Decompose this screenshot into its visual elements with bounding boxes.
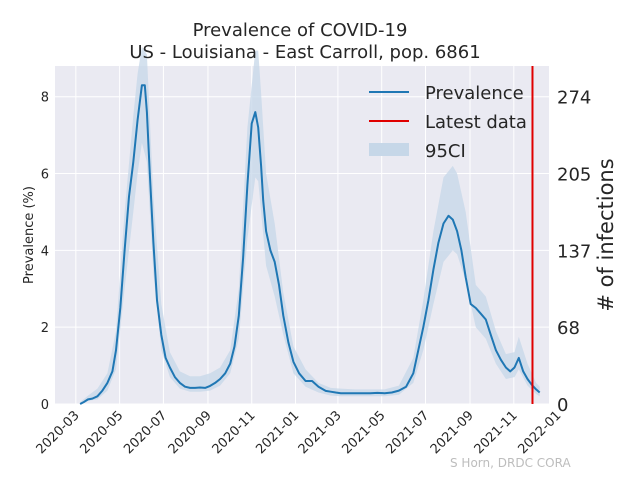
x-tick-label: 2021-01 [253, 408, 302, 457]
legend: Prevalence Latest data 95CI [369, 83, 527, 162]
x-tick-label: 2021-09 [428, 408, 477, 457]
y-tick-label: 2 [41, 321, 49, 336]
prevalence-line [79, 84, 541, 405]
legend-ci-label: 95CI [425, 141, 466, 162]
x-tick-label: 2021-05 [340, 408, 389, 457]
right-tick-label: 137 [557, 241, 591, 262]
right-axis-ticks: 0 68 137 205 274 [557, 88, 591, 416]
right-tick-label: 0 [557, 395, 568, 416]
x-tick-label: 2021-07 [383, 408, 432, 457]
x-tick-label: 2020-05 [77, 408, 126, 457]
y-tick-label: 6 [41, 168, 49, 183]
y-tick-label: 4 [41, 244, 49, 259]
legend-prevalence-label: Prevalence [425, 83, 524, 104]
right-axis-label: # of infections [594, 158, 618, 311]
x-tick-label: 2020-11 [210, 408, 259, 457]
legend-ci-swatch [369, 143, 409, 156]
chart-title: Prevalence of COVID-19 [193, 20, 408, 41]
x-axis-ticks: 2020-032020-052020-072020-092020-112021-… [34, 408, 565, 457]
gridlines [55, 66, 559, 405]
right-tick-label: 205 [557, 165, 591, 186]
legend-latest-label: Latest data [425, 112, 527, 133]
x-tick-label: 2021-03 [296, 408, 345, 457]
credit-text: S Horn, DRDC CORA [450, 456, 571, 470]
y-axis-ticks: 0 2 4 6 8 [41, 91, 49, 413]
x-tick-label: 2020-07 [121, 408, 170, 457]
x-tick-label: 2020-09 [166, 408, 215, 457]
y-axis-label: Prevalence (%) [22, 186, 37, 284]
chart-subtitle: US - Louisiana - East Carroll, pop. 6861 [129, 42, 480, 63]
right-tick-label: 274 [557, 88, 591, 109]
y-tick-label: 8 [41, 91, 49, 106]
x-tick-label: 2021-11 [472, 408, 521, 457]
right-tick-label: 68 [557, 318, 580, 339]
y-tick-label: 0 [41, 398, 49, 413]
x-tick-label: 2022-01 [515, 408, 564, 457]
x-tick-label: 2020-03 [34, 408, 83, 457]
